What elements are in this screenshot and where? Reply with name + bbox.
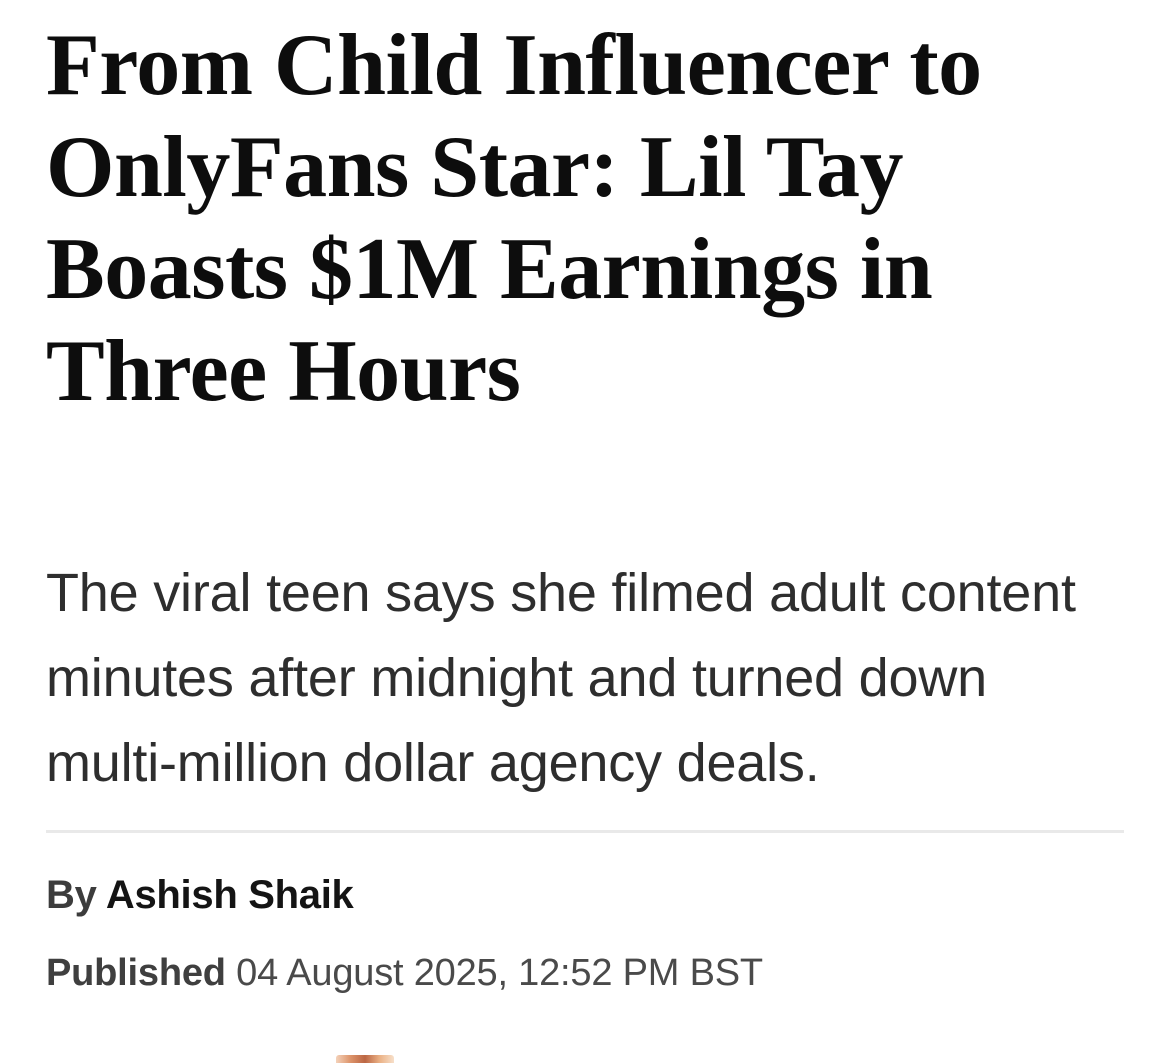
- byline-prefix: By: [46, 873, 97, 917]
- byline: By Ashish Shaik: [46, 873, 1124, 918]
- article-subheadline: The viral teen says she filmed adult con…: [46, 551, 1124, 806]
- author-name: Ashish Shaik: [105, 873, 354, 917]
- divider: [46, 830, 1124, 833]
- headline-line-1: From Child Influencer to: [46, 17, 982, 114]
- published-datetime: 04 August 2025, 12:52 PM BST: [236, 952, 763, 994]
- article-headline: From Child Influencer to OnlyFans Star: …: [46, 0, 1124, 423]
- article-header: From Child Influencer to OnlyFans Star: …: [46, 0, 1124, 995]
- subheadline-line-1: The viral teen says she filmed adult con…: [46, 563, 1076, 623]
- published-line: Published 04 August 2025, 12:52 PM BST: [46, 952, 1124, 995]
- subheadline-line-3: multi-million dollar agency deals.: [46, 733, 820, 793]
- published-label: Published: [46, 952, 226, 994]
- headline-line-4: Three Hours: [46, 323, 521, 420]
- headline-line-3: Boasts $1M Earnings in: [46, 221, 933, 318]
- cutoff-article-image-top-edge: [336, 1055, 394, 1063]
- headline-line-2: OnlyFans Star: Lil Tay: [46, 119, 904, 216]
- subheadline-line-2: minutes after midnight and turned down: [46, 648, 987, 708]
